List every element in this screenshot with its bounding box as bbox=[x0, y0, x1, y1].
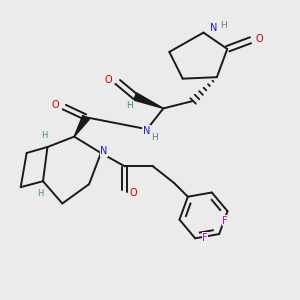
Polygon shape bbox=[134, 93, 164, 108]
Text: N: N bbox=[100, 146, 108, 157]
Text: O: O bbox=[130, 188, 137, 198]
Text: H: H bbox=[151, 133, 158, 142]
Text: H: H bbox=[37, 189, 43, 198]
Polygon shape bbox=[74, 115, 89, 136]
Text: O: O bbox=[256, 34, 263, 44]
Text: F: F bbox=[222, 216, 228, 226]
Text: O: O bbox=[52, 100, 59, 110]
Text: H: H bbox=[41, 130, 48, 140]
Text: H: H bbox=[126, 101, 133, 110]
Text: O: O bbox=[105, 75, 112, 85]
Text: N: N bbox=[210, 23, 218, 33]
Text: H: H bbox=[220, 21, 226, 30]
Text: F: F bbox=[202, 233, 208, 243]
Text: N: N bbox=[143, 126, 150, 136]
